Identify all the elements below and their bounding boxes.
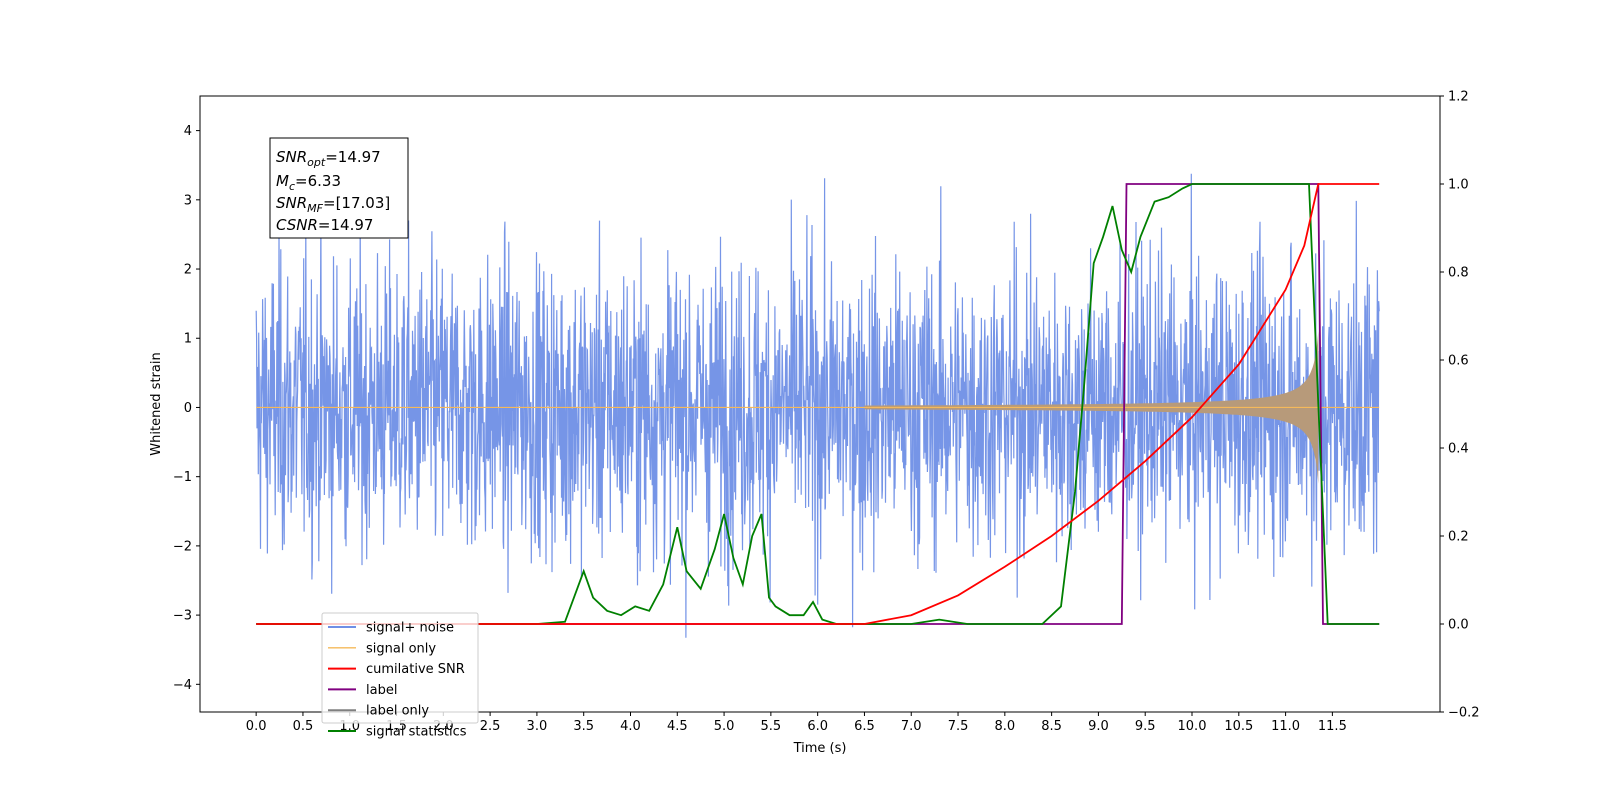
annotation-snr-mf: SNRMF=[17.03]	[276, 194, 390, 215]
x-tick-label: 2.5	[480, 719, 501, 734]
y-axis-left: 4 3 2 1 0 −1 −2 −3 −4	[173, 124, 200, 693]
annotation-box: SNRopt=14.97 Mc=6.33 SNRMF=[17.03] CSNR=…	[269, 137, 409, 239]
plot-frame	[199, 95, 1441, 713]
x-tick-label: 0.5	[293, 719, 314, 734]
annotation-mc: Mc=6.33	[276, 172, 341, 193]
x-tick-label: 10.5	[1224, 719, 1253, 734]
x-tick-label: 10.0	[1178, 719, 1207, 734]
y-tick-label-left: 0	[184, 401, 192, 416]
x-tick-label: 8.5	[1041, 719, 1062, 734]
series-cumulative-snr	[256, 183, 1380, 625]
x-tick-label: 5.0	[714, 719, 735, 734]
y-tick-label-left: 3	[184, 193, 192, 208]
x-tick-label: 11.5	[1318, 719, 1347, 734]
y-tick-label-left: −4	[173, 678, 192, 693]
y-tick-label-right: 0.4	[1448, 442, 1469, 457]
legend-entry: signal statistics	[366, 725, 467, 740]
x-tick-label: 9.0	[1088, 719, 1109, 734]
series-layer	[255, 173, 1380, 638]
x-tick-label: 8.0	[994, 719, 1015, 734]
y-tick-label-left: −2	[173, 539, 192, 554]
y-tick-label-left: 4	[184, 124, 192, 139]
x-tick-label: 7.5	[948, 719, 969, 734]
x-tick-label: 6.5	[854, 719, 875, 734]
y-tick-label-left: 2	[184, 263, 192, 278]
legend-entry: signal+ noise	[366, 621, 454, 636]
legend-entry: label only	[366, 704, 429, 719]
y-tick-label-right: 0.8	[1448, 266, 1469, 281]
legend-entry: label	[366, 683, 397, 698]
y-tick-label-right: −0.2	[1448, 706, 1480, 721]
y-tick-label-right: 1.0	[1448, 178, 1469, 193]
x-tick-label: 9.5	[1135, 719, 1156, 734]
legend-entry: cumilative SNR	[366, 662, 465, 677]
annotation-snr-opt: SNRopt=14.97	[276, 148, 381, 169]
y-tick-label-right: 1.2	[1448, 90, 1469, 105]
series-signal-noise	[255, 173, 1380, 638]
x-tick-label: 3.0	[527, 719, 548, 734]
y-axis-right: 1.2 1.0 0.8 0.6 0.4 0.2 0.0 −0.2	[1440, 90, 1480, 721]
y-tick-label-left: −1	[173, 470, 192, 485]
y-tick-label-right: 0.2	[1448, 530, 1469, 545]
x-axis: 0.0 0.5 1.0 1.5 2.0 2.5 3.0 3.5 4.0 4.5 5.0 5.5 6.0 6…	[246, 712, 1347, 734]
x-tick-label: 11.0	[1271, 719, 1300, 734]
legend-entry: signal only	[366, 641, 436, 656]
legend: signal+ noise signal only cumilative SNR la…	[321, 612, 479, 740]
x-tick-label: 4.5	[667, 719, 688, 734]
y-tick-label-left: −3	[173, 609, 192, 624]
x-tick-label: 3.5	[573, 719, 594, 734]
x-tick-label: 4.0	[620, 719, 641, 734]
x-tick-label: 0.0	[246, 719, 267, 734]
y-tick-label-right: 0.0	[1448, 618, 1469, 633]
x-tick-label: 5.5	[761, 719, 782, 734]
annotation-csnr: CSNR=14.97	[276, 216, 373, 234]
x-tick-label: 7.0	[901, 719, 922, 734]
y-axis-label: Whitened strain	[149, 352, 164, 455]
y-tick-label-right: 0.6	[1448, 354, 1469, 369]
y-tick-label-left: 1	[184, 332, 192, 347]
x-axis-label: Time (s)	[793, 741, 847, 756]
x-tick-label: 6.0	[807, 719, 828, 734]
